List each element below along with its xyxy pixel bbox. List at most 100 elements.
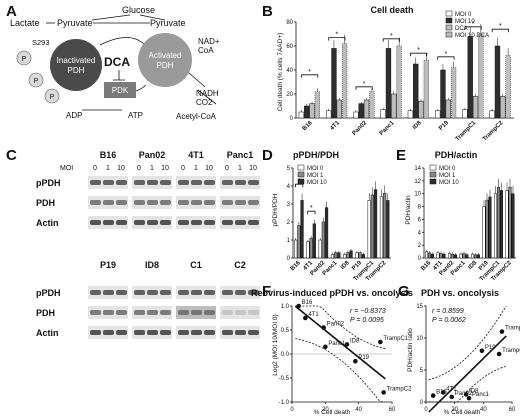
- chart-f-plot: -1.0 -0.5 0.0 0.5 1.0 0 20 40 60 B16 4T1 Pan02 Panc1…: [279, 300, 412, 413]
- data-point-label: TrampC2: [502, 348, 520, 354]
- blot-band: [116, 330, 127, 335]
- blot-band: [134, 180, 145, 185]
- bar: [505, 55, 511, 119]
- significance-mark: *: [472, 21, 475, 28]
- significance-mark: *: [363, 81, 366, 88]
- data-point: [323, 344, 328, 350]
- blot-band: [134, 200, 145, 205]
- activated-pdh-circle: [138, 33, 192, 87]
- blot-band: [248, 290, 259, 295]
- bar: [485, 199, 489, 259]
- bar: [358, 252, 362, 259]
- chart-b-plot: 0 20 40 60 80 B16 4T1 Pan02 Panc1 ID8 P19 TrampC1 Tr…: [286, 20, 514, 143]
- bar: [467, 36, 473, 119]
- y-tick-label: 12: [414, 179, 421, 185]
- bar: [453, 254, 457, 259]
- blot-band: [147, 200, 158, 205]
- moi-value-label: 10: [117, 165, 125, 172]
- blot-band: [248, 180, 259, 185]
- significance-bracket: [464, 26, 482, 30]
- blot-band: [191, 290, 202, 295]
- x-tick-label: 60: [509, 407, 516, 413]
- bar: [294, 239, 298, 259]
- legend-label: MOI 10: [439, 180, 459, 186]
- blot-cell-line-label: 4T1: [188, 150, 204, 160]
- blot-band: [178, 310, 189, 315]
- pdk-label: PDK: [112, 86, 129, 95]
- bar: [379, 196, 384, 259]
- legend-label: MOI 10 DCA: [455, 33, 489, 39]
- bar: [334, 252, 338, 259]
- data-point-label: 4T1: [446, 386, 457, 392]
- bar: [442, 253, 446, 259]
- chart-b-title: Cell death: [370, 5, 413, 15]
- blot-band: [222, 290, 233, 295]
- legend-label: MOI 0: [455, 12, 472, 18]
- category-label: TrampC2: [482, 120, 505, 143]
- chart-g-xlabel: % Cell death: [444, 409, 481, 416]
- blot-band: [160, 310, 171, 315]
- blot-lane-background: [220, 306, 260, 319]
- blot-band: [248, 220, 259, 225]
- y-tick-label: 4: [418, 230, 422, 236]
- bar: [439, 253, 443, 259]
- data-point-label: TrampC1: [505, 326, 520, 332]
- y-tick-label: 2: [287, 220, 291, 226]
- y-tick-label: 0: [290, 116, 294, 122]
- inactivated-pdh-label: PDH: [68, 66, 85, 75]
- pyruvate-left-label: Pyruvate: [57, 18, 93, 28]
- blot-band: [204, 220, 215, 225]
- blot-band: [147, 220, 158, 225]
- y-tick-label: 0: [418, 256, 422, 262]
- blot-band: [222, 310, 233, 315]
- blot-band: [134, 290, 145, 295]
- y-tick-label: 0: [420, 400, 424, 406]
- pdh-output-arrow: [187, 71, 206, 88]
- bar: [494, 193, 498, 259]
- y-tick-label: 2: [418, 243, 422, 249]
- blot-band: [134, 330, 145, 335]
- pdk-box: [104, 82, 136, 98]
- data-point: [344, 342, 350, 347]
- blot-band: [222, 220, 233, 225]
- blot-band: [178, 220, 189, 225]
- category-label: Panc1: [322, 260, 339, 277]
- data-point: [479, 348, 485, 354]
- blot-band: [116, 290, 127, 295]
- category-label: Panc1: [379, 120, 396, 137]
- blot-band: [90, 220, 101, 225]
- blot-band: [248, 310, 259, 315]
- x-tick-label: 40: [480, 407, 487, 413]
- bar: [380, 109, 386, 119]
- blot-band: [178, 180, 189, 185]
- blot-band: [204, 200, 215, 205]
- data-point-label: Pan02: [455, 391, 473, 397]
- blot-band: [90, 330, 101, 335]
- bar: [465, 254, 469, 259]
- bar: [440, 69, 446, 119]
- glucose-label: Glucose: [122, 5, 155, 15]
- blot-cell-line-label: C1: [190, 260, 202, 270]
- bar: [471, 253, 475, 259]
- glucose-to-pyruvate-left-arrow: [91, 14, 131, 21]
- blot-band: [134, 310, 145, 315]
- significance-mark: *: [499, 23, 502, 30]
- bar: [474, 254, 477, 259]
- blot-band: [248, 200, 259, 205]
- data-point: [499, 329, 505, 334]
- legend-swatch: [429, 178, 437, 185]
- bar: [488, 196, 492, 259]
- bar: [325, 110, 332, 119]
- category-label: ID8: [340, 260, 351, 271]
- moi-value-label: 0: [93, 165, 97, 172]
- bar: [428, 252, 431, 259]
- bar: [489, 110, 495, 119]
- blot-row-label: PDH: [36, 198, 55, 208]
- moi-value-label: 0: [225, 165, 229, 172]
- blot-band: [90, 310, 101, 315]
- blot-band: [116, 180, 127, 185]
- y-tick-label: 5: [420, 368, 424, 374]
- bar: [494, 45, 501, 119]
